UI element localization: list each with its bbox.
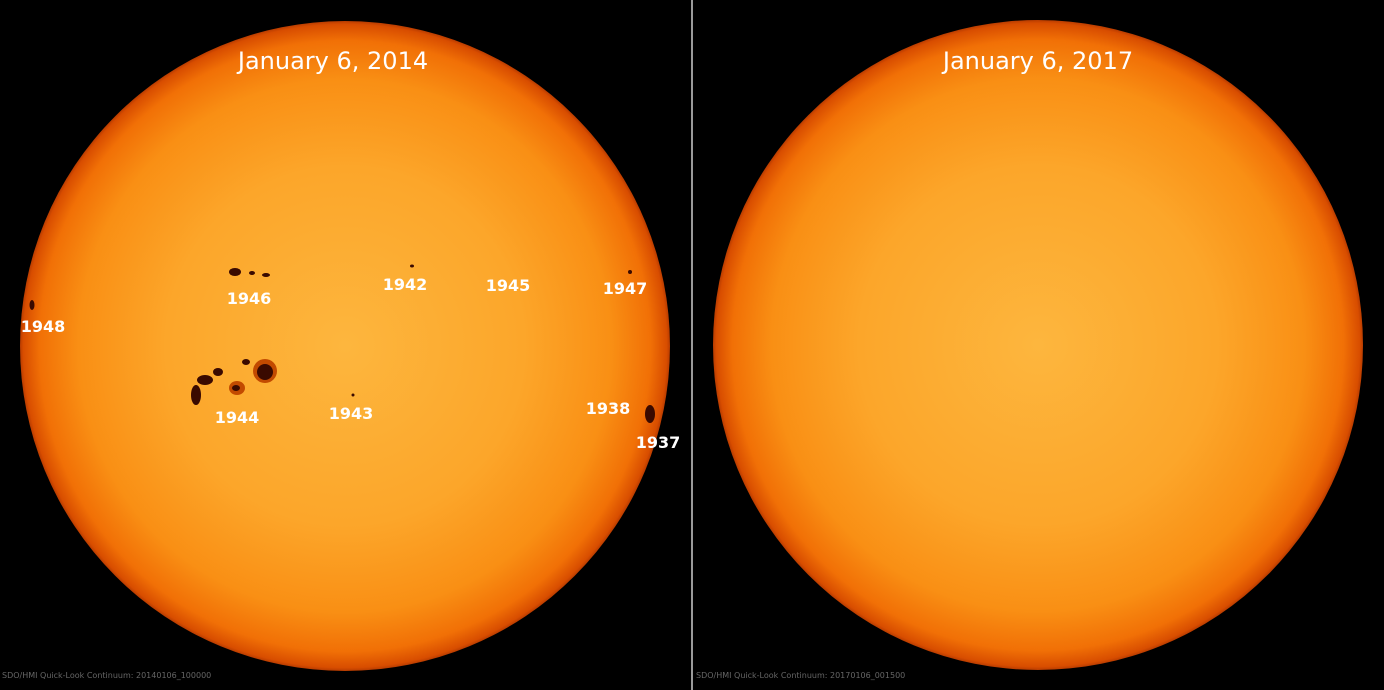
sun-disk <box>713 20 1363 670</box>
panel-title: January 6, 2017 <box>941 47 1133 75</box>
region-label: 1938 <box>586 399 631 418</box>
sunspots <box>29 264 655 423</box>
region-label: 1947 <box>603 279 648 298</box>
region-label: 1944 <box>215 408 260 427</box>
panel-title: January 6, 2014 <box>236 47 428 75</box>
region-label: 1942 <box>383 275 428 294</box>
panel-2017: January 6, 2017 SDO/HMI Quick-Look Conti… <box>696 20 1363 680</box>
region-label: 1948 <box>21 317 66 336</box>
region-label: 1943 <box>329 404 374 423</box>
region-label: 1945 <box>486 276 531 295</box>
sun-disk <box>20 21 670 671</box>
image-caption: SDO/HMI Quick-Look Continuum: 20140106_1… <box>2 671 211 680</box>
image-caption: SDO/HMI Quick-Look Continuum: 20170106_0… <box>696 671 905 680</box>
region-label: 1937 <box>636 433 681 452</box>
region-label: 1946 <box>227 289 272 308</box>
panel-2014: January 6, 2014 1946 1942 1945 1947 1948… <box>2 21 680 680</box>
